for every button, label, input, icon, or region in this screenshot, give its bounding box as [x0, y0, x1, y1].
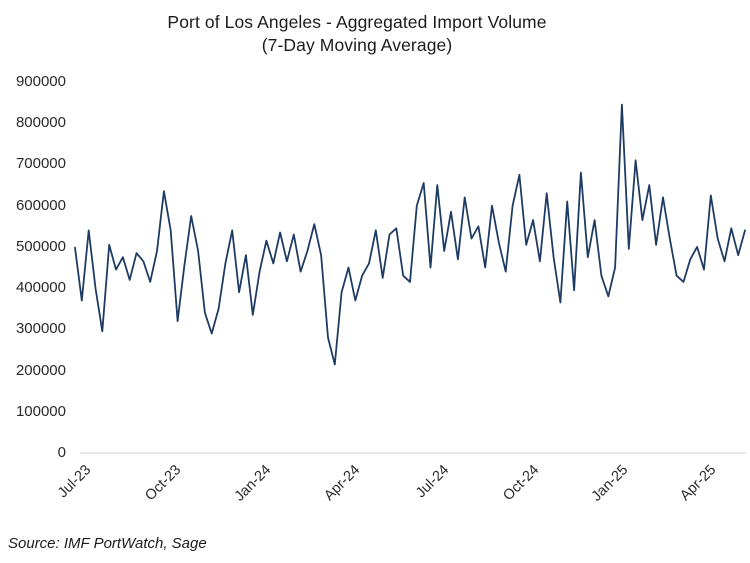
import-volume-line: [74, 103, 746, 366]
chart-title-line1: Port of Los Angeles - Aggregated Import …: [167, 12, 547, 32]
y-axis-tick-label: 800000: [15, 114, 66, 132]
y-axis-tick-label: 500000: [15, 237, 66, 255]
y-axis-tick-label: 400000: [15, 279, 66, 297]
y-axis-tick-label: 0: [57, 444, 66, 461]
y-axis-tick-label: 900000: [15, 73, 66, 90]
y-axis-tick-label: 700000: [15, 155, 66, 173]
chart-title: Port of Los Angeles - Aggregated Import …: [167, 11, 546, 57]
chart-title-line2: (7-Day Moving Average): [261, 35, 453, 55]
source-note: Source: IMF PortWatch, Sage: [8, 535, 207, 552]
y-axis-tick-label: 200000: [15, 361, 66, 379]
y-axis-tick-label: 600000: [15, 196, 66, 214]
y-axis-tick-label: 100000: [15, 402, 66, 420]
y-axis-tick-label: 300000: [15, 320, 66, 338]
